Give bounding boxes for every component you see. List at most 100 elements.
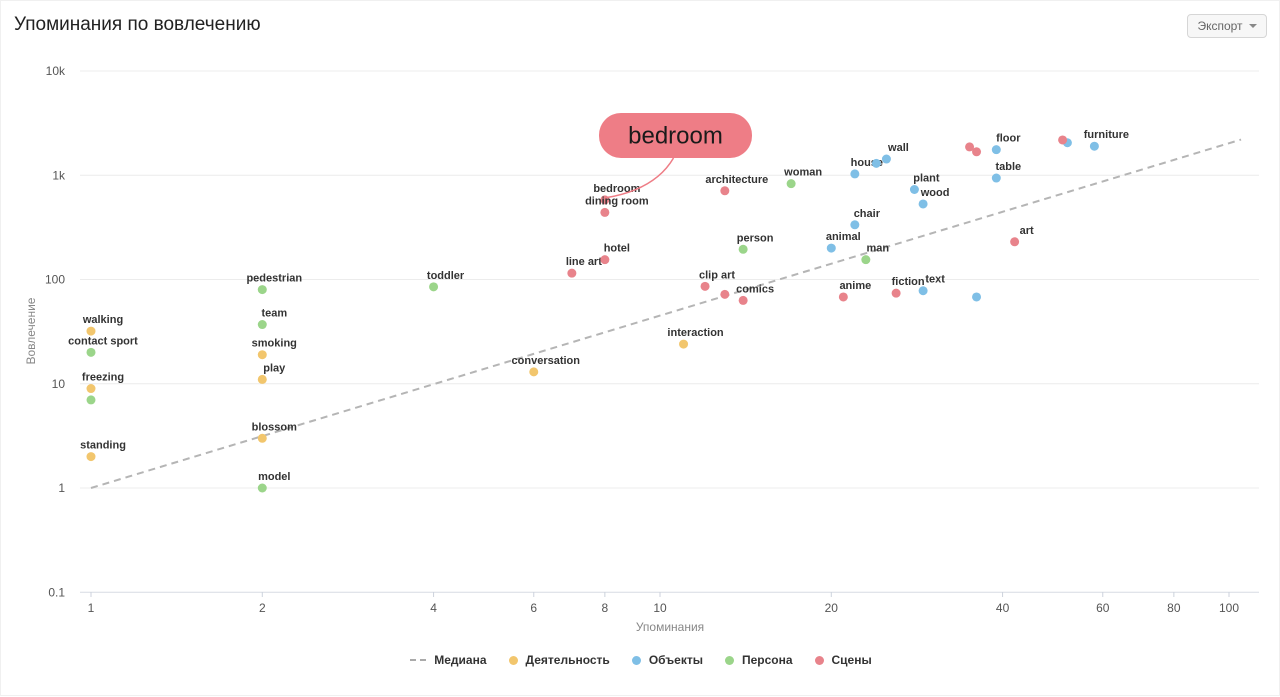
x-tick-label: 100	[1219, 601, 1239, 615]
page-title: Упоминания по вовлечению	[14, 14, 261, 35]
callout-label: bedroom	[628, 123, 723, 150]
data-point	[86, 395, 96, 405]
data-point	[786, 179, 796, 189]
legend-label: Деятельность	[525, 653, 610, 667]
point-label: standing	[80, 440, 126, 452]
point-label: animal	[826, 231, 861, 243]
legend-item[interactable]: Деятельность	[508, 653, 610, 667]
point-label: chair	[854, 208, 881, 220]
y-tick-label: 0.1	[48, 585, 65, 599]
data-point	[1089, 141, 1099, 151]
point-label: team	[261, 308, 287, 320]
legend-item-median[interactable]: Медиана	[410, 653, 487, 667]
point-label: anime	[839, 280, 871, 292]
data-point	[891, 288, 901, 298]
point-label: table	[995, 161, 1021, 173]
point-label: conversation	[512, 355, 581, 367]
x-tick-label: 10	[653, 601, 667, 615]
data-point	[1058, 135, 1068, 145]
point-label: wood	[920, 187, 950, 199]
data-point	[991, 173, 1001, 183]
data-point	[918, 286, 928, 296]
x-tick-label: 6	[530, 601, 537, 615]
legend-label: Медиана	[434, 653, 487, 667]
point-label: dining room	[585, 195, 649, 207]
point-label: architecture	[705, 174, 768, 186]
point-label: hotel	[604, 243, 630, 255]
legend-dot-icon	[724, 655, 734, 665]
data-point	[86, 347, 96, 357]
point-label: freezing	[82, 372, 124, 384]
y-tick-label: 10	[52, 377, 66, 391]
data-point	[871, 158, 881, 168]
y-tick-label: 1	[58, 481, 65, 495]
point-label: play	[263, 362, 286, 374]
legend-dot-icon	[814, 655, 824, 665]
legend-dot-icon	[508, 655, 518, 665]
y-axis-title: Вовлечение	[24, 297, 38, 364]
data-point	[861, 255, 871, 265]
data-point	[567, 268, 577, 278]
data-point	[826, 243, 836, 253]
point-label: clip art	[699, 269, 735, 281]
point-label: pedestrian	[246, 273, 302, 285]
point-label: walking	[82, 314, 123, 326]
data-point	[850, 169, 860, 179]
point-label: fiction	[892, 276, 925, 288]
x-tick-label: 2	[259, 601, 266, 615]
data-point	[86, 452, 96, 462]
data-point	[881, 154, 891, 164]
data-point	[965, 142, 975, 152]
x-tick-label: 1	[88, 601, 95, 615]
legend-item[interactable]: Сцены	[814, 653, 872, 667]
point-label: interaction	[667, 327, 724, 339]
point-label: model	[258, 471, 290, 483]
data-point	[86, 384, 96, 394]
x-tick-label: 4	[430, 601, 437, 615]
data-point	[257, 374, 267, 384]
point-label: bedroom	[593, 183, 640, 195]
point-label: comics	[736, 283, 774, 295]
data-point	[257, 320, 267, 330]
point-label: man	[867, 243, 890, 255]
point-label: art	[1020, 225, 1034, 237]
data-point	[720, 289, 730, 299]
data-point	[257, 285, 267, 295]
x-tick-label: 80	[1167, 601, 1181, 615]
x-tick-label: 40	[996, 601, 1010, 615]
point-label: line art	[566, 256, 602, 268]
data-point	[529, 367, 539, 377]
point-label: smoking	[252, 338, 297, 350]
data-point	[86, 326, 96, 336]
dashed-line-icon	[410, 659, 427, 661]
data-point	[738, 244, 748, 254]
data-point	[257, 350, 267, 360]
data-point	[257, 483, 267, 493]
legend-item[interactable]: Персона	[724, 653, 793, 667]
callout-bubble	[599, 113, 752, 158]
point-label: plant	[913, 172, 940, 184]
callout-connector	[604, 157, 675, 199]
export-button-label: Экспорт	[1197, 19, 1243, 33]
legend-label: Объекты	[648, 653, 703, 667]
point-label: person	[737, 232, 774, 244]
legend-item[interactable]: Объекты	[631, 653, 703, 667]
chart-legend: Медиана Деятельность Объекты Персона Сцены	[1, 653, 1280, 667]
data-point	[429, 282, 439, 292]
caret-down-icon	[1248, 24, 1257, 28]
data-point	[838, 292, 848, 302]
data-point	[909, 184, 919, 194]
point-label: toddler	[427, 270, 465, 282]
y-tick-label: 100	[45, 273, 65, 287]
export-button[interactable]: Экспорт	[1187, 14, 1267, 38]
data-point	[918, 199, 928, 209]
point-label: furniture	[1084, 129, 1129, 141]
x-tick-label: 20	[825, 601, 839, 615]
data-point	[600, 255, 610, 265]
data-point	[720, 186, 730, 196]
point-label: contact sport	[68, 335, 138, 347]
point-label: wall	[887, 142, 909, 154]
legend-label: Сцены	[831, 653, 872, 667]
